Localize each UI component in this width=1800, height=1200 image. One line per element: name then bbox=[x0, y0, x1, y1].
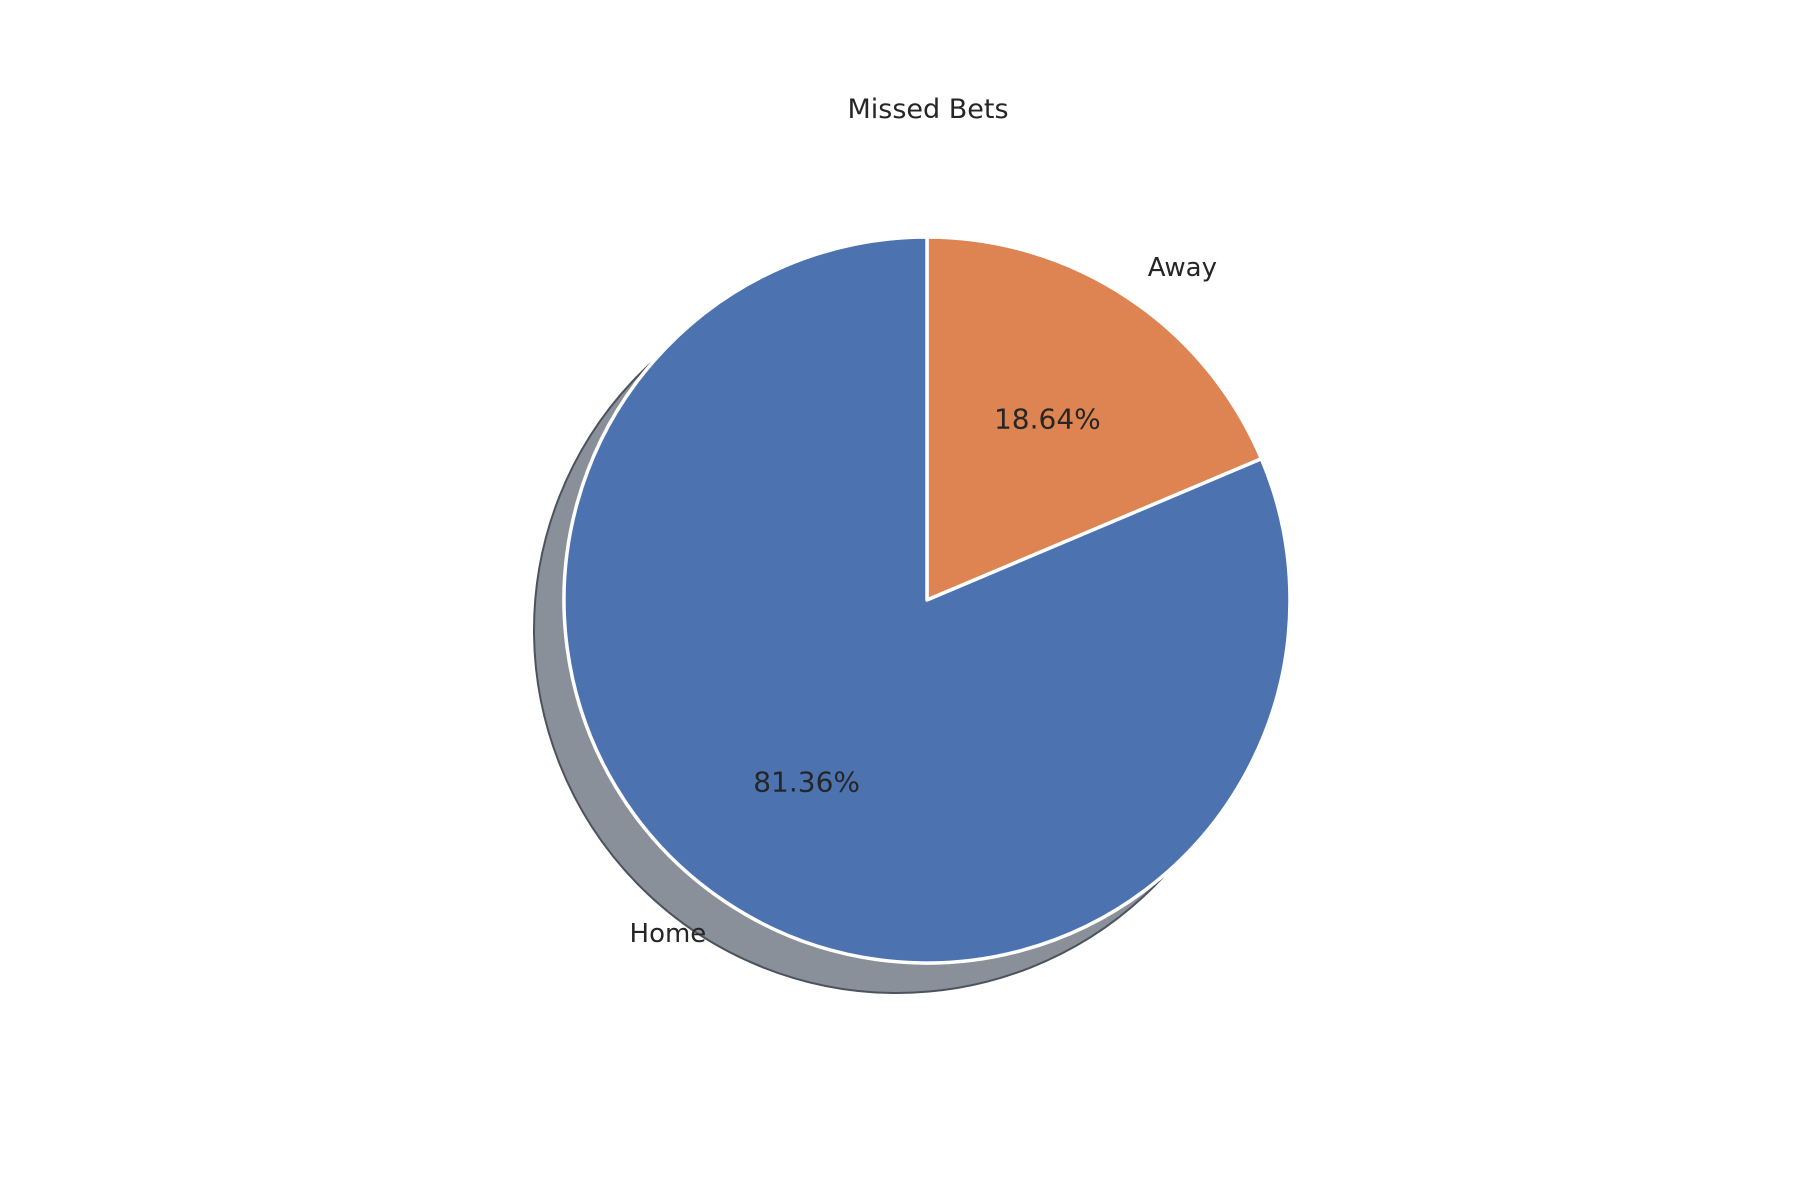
pie-slice-home bbox=[562, 235, 1292, 965]
slice-percent-label-away: 18.64% bbox=[994, 402, 1101, 435]
slice-category-label-home: Home bbox=[630, 919, 707, 949]
pie-slice-away bbox=[925, 235, 1264, 602]
chart-title: Missed Bets bbox=[847, 94, 1008, 125]
slice-category-label-away: Away bbox=[1148, 253, 1217, 283]
pie-slices bbox=[562, 235, 1292, 965]
pie-labels: Away 18.64% Home 81.36% bbox=[630, 253, 1217, 949]
slice-percent-label-home: 81.36% bbox=[753, 766, 860, 799]
